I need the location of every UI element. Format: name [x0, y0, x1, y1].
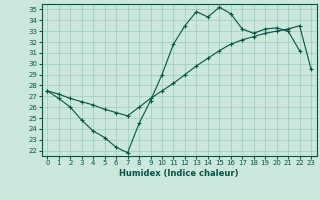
- X-axis label: Humidex (Indice chaleur): Humidex (Indice chaleur): [119, 169, 239, 178]
